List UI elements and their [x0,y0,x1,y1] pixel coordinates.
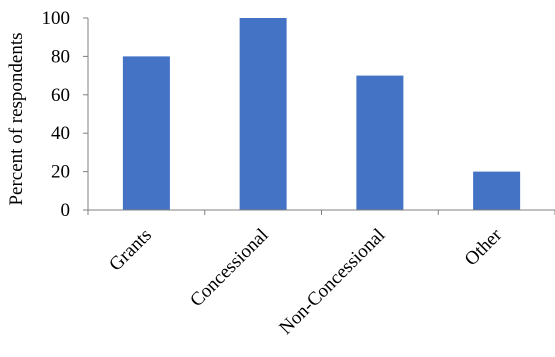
bar-grants [122,56,170,211]
y-axis-ticks [83,17,88,211]
y-tick-label: 40 [51,123,70,144]
bar-non-concessional [356,75,404,210]
y-tick-label: 0 [61,200,71,221]
x-category-label: Other [461,224,507,270]
x-axis-ticks [87,210,555,215]
y-tick-label: 20 [51,162,70,183]
y-tick-label: 60 [51,85,70,106]
bars-layer [122,18,521,211]
y-tick-label: 100 [42,8,71,29]
y-tick-label: 80 [51,46,70,67]
x-category-label: Grants [105,225,156,276]
bar-concessional [239,18,287,210]
y-axis-title: Percent of respondents [6,32,27,205]
y-axis-tick-labels: 0 20 40 60 80 100 [42,8,71,221]
x-axis-category-labels: Grants Concessional Non-Concessional Other [105,224,506,339]
x-category-label: Concessional [186,225,272,311]
x-category-label: Non-Concessional [275,225,389,339]
bar-other [473,171,521,210]
